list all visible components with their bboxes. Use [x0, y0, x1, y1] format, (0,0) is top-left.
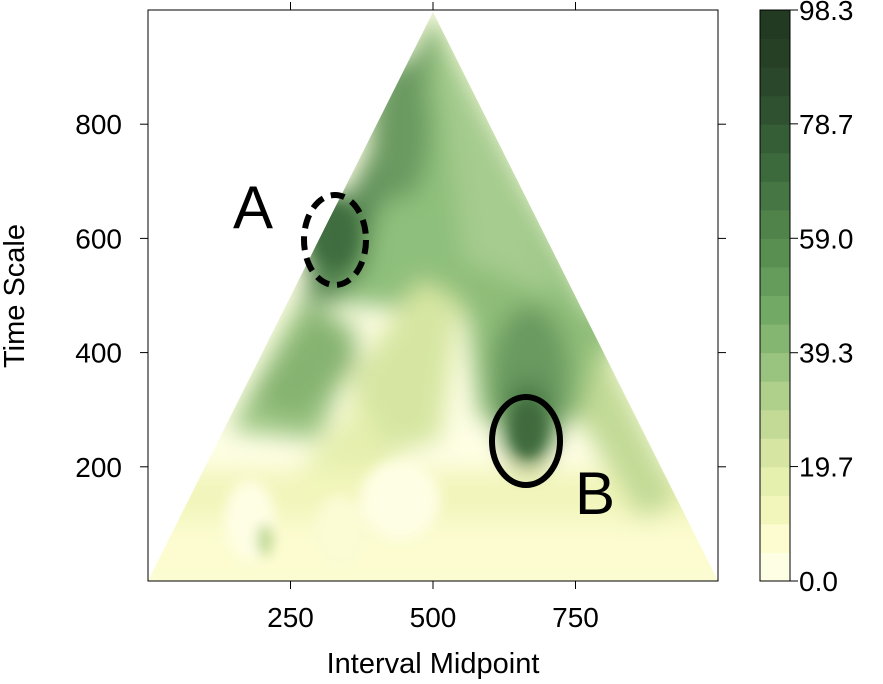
colorbar-swatch: [760, 266, 790, 296]
annotation-b-label: B: [575, 460, 615, 527]
colorbar-tick-label: 59.0: [799, 223, 854, 254]
colorbar-swatch: [760, 324, 790, 354]
annotation-a-label: A: [233, 174, 273, 241]
heatmap-field: [148, 12, 718, 581]
colorbar: 98.3 78.7 59.0 39.3 19.7 0.0: [759, 0, 854, 597]
colorbar-swatch: [760, 352, 790, 382]
colorbar-tick-label: 98.3: [799, 0, 854, 26]
colorbar-swatch: [760, 181, 790, 211]
colorbar-swatch: [760, 438, 790, 468]
annotation-b-ellipse: [489, 394, 563, 488]
colorbar-swatch: [760, 523, 790, 553]
colorbar-tick-label: 78.7: [799, 109, 854, 140]
annotations: A B: [233, 174, 615, 527]
y-tick-label: 800: [75, 109, 122, 140]
y-axis-title: Time Scale: [0, 224, 31, 368]
colorbar-tick-label: 39.3: [799, 338, 854, 369]
colorbar-swatch: [760, 238, 790, 268]
colorbar-swatch: [760, 67, 790, 97]
colorbar-swatch: [760, 495, 790, 525]
colorbar-swatch: [760, 38, 790, 68]
colorbar-swatch: [760, 295, 790, 325]
y-tick-label: 600: [75, 223, 122, 254]
x-axis: 250 500 750: [267, 2, 599, 633]
colorbar-swatch: [760, 152, 790, 182]
y-tick-label: 400: [75, 338, 122, 369]
x-tick-label: 250: [267, 602, 314, 633]
y-axis: 200 400 600 800: [75, 109, 726, 483]
colorbar-frame: [759, 9, 791, 582]
colorbar-tick-label: 0.0: [799, 566, 838, 597]
annotation-a-ellipse: [301, 192, 369, 288]
colorbar-tick-label: 19.7: [799, 452, 854, 483]
x-tick-label: 500: [410, 602, 457, 633]
colorbar-swatch: [760, 95, 790, 125]
colorbar-swatch: [760, 409, 790, 439]
x-axis-title: Interval Midpoint: [327, 648, 540, 680]
colorbar-swatch: [760, 466, 790, 496]
colorbar-swatch: [760, 381, 790, 411]
y-tick-label: 200: [75, 452, 122, 483]
colorbar-swatch: [760, 552, 790, 582]
colorbar-swatch: [760, 124, 790, 154]
colorbar-swatch: [760, 209, 790, 239]
x-tick-label: 750: [552, 602, 599, 633]
colorbar-swatch: [760, 10, 790, 40]
